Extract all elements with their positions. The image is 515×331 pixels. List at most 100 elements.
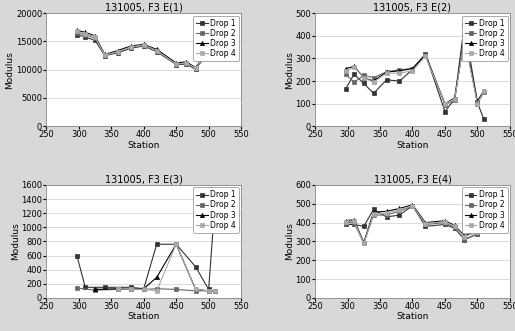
Drop 3 — [205, 47, 212, 51]
Drop 2 — [481, 90, 487, 94]
Legend: Drop 1, Drop 2, Drop 3, Drop 4: Drop 1, Drop 2, Drop 3, Drop 4 — [193, 187, 239, 233]
Drop 2 — [481, 216, 487, 220]
Drop 1 — [183, 62, 189, 66]
Drop 2 — [212, 53, 218, 57]
Drop 1 — [212, 54, 218, 58]
Line: Drop 2: Drop 2 — [344, 34, 486, 107]
Drop 4 — [193, 66, 199, 70]
Drop 4 — [461, 235, 468, 239]
Drop 1 — [370, 208, 376, 212]
Line: Drop 1: Drop 1 — [75, 198, 217, 292]
Drop 4 — [115, 287, 121, 291]
Drop 4 — [360, 241, 367, 245]
Drop 2 — [409, 67, 416, 71]
Drop 1 — [82, 285, 89, 289]
Drop 4 — [360, 76, 367, 80]
Drop 1 — [153, 242, 160, 246]
Drop 2 — [384, 213, 390, 217]
Y-axis label: Modulus: Modulus — [285, 222, 294, 260]
Drop 1 — [422, 52, 428, 56]
Drop 4 — [474, 230, 480, 234]
Drop 1 — [74, 254, 80, 258]
Drop 2 — [442, 220, 448, 224]
Drop 2 — [128, 287, 134, 291]
Drop 4 — [461, 36, 468, 40]
Y-axis label: Modulus: Modulus — [6, 51, 14, 89]
Drop 1 — [384, 78, 390, 82]
Drop 4 — [422, 54, 428, 58]
Drop 3 — [370, 210, 376, 214]
Drop 3 — [474, 99, 480, 103]
Drop 2 — [452, 225, 458, 229]
Drop 3 — [342, 67, 349, 71]
Drop 4 — [409, 69, 416, 73]
Drop 2 — [173, 287, 179, 291]
Drop 3 — [397, 69, 403, 73]
Drop 1 — [481, 118, 487, 121]
Line: Drop 1: Drop 1 — [75, 33, 217, 71]
Drop 1 — [92, 38, 98, 42]
Drop 2 — [205, 49, 212, 53]
Drop 4 — [193, 287, 199, 291]
Drop 2 — [141, 287, 147, 291]
Drop 4 — [92, 35, 98, 39]
Drop 3 — [452, 223, 458, 227]
Drop 4 — [153, 49, 160, 53]
Line: Drop 2: Drop 2 — [75, 31, 217, 71]
Drop 1 — [153, 50, 160, 54]
Drop 2 — [193, 289, 199, 293]
Drop 4 — [205, 48, 212, 52]
Line: Drop 3: Drop 3 — [75, 28, 217, 70]
Drop 2 — [422, 222, 428, 226]
Drop 2 — [461, 34, 468, 38]
Drop 3 — [141, 287, 147, 291]
Drop 2 — [422, 52, 428, 56]
Drop 1 — [205, 50, 212, 54]
Drop 1 — [212, 199, 218, 203]
Drop 4 — [452, 97, 458, 101]
Drop 3 — [360, 76, 367, 80]
X-axis label: Station: Station — [128, 312, 160, 321]
Drop 2 — [92, 288, 98, 292]
Drop 1 — [481, 217, 487, 221]
Legend: Drop 1, Drop 2, Drop 3, Drop 4: Drop 1, Drop 2, Drop 3, Drop 4 — [462, 187, 508, 233]
Drop 3 — [481, 213, 487, 217]
Drop 3 — [115, 49, 121, 53]
Drop 3 — [461, 234, 468, 238]
Line: Drop 3: Drop 3 — [344, 35, 486, 106]
Drop 2 — [82, 33, 89, 37]
Drop 4 — [173, 62, 179, 66]
Drop 3 — [397, 207, 403, 211]
Drop 2 — [205, 289, 212, 293]
Drop 4 — [115, 50, 121, 54]
Drop 3 — [452, 96, 458, 100]
Drop 4 — [212, 53, 218, 57]
Drop 2 — [115, 50, 121, 54]
Drop 4 — [422, 221, 428, 225]
Drop 2 — [193, 67, 199, 71]
Title: 131005, F3 E(4): 131005, F3 E(4) — [373, 174, 452, 184]
Drop 3 — [212, 51, 218, 55]
Drop 4 — [442, 220, 448, 224]
Drop 1 — [360, 224, 367, 228]
Legend: Drop 1, Drop 2, Drop 3, Drop 4: Drop 1, Drop 2, Drop 3, Drop 4 — [462, 16, 508, 61]
Drop 3 — [128, 44, 134, 48]
Title: 131005, F3 E(3): 131005, F3 E(3) — [105, 174, 183, 184]
Drop 2 — [153, 287, 160, 291]
Drop 4 — [74, 29, 80, 33]
Drop 4 — [153, 289, 160, 293]
Line: Drop 1: Drop 1 — [344, 204, 486, 242]
X-axis label: Station: Station — [128, 141, 160, 150]
Line: Drop 4: Drop 4 — [344, 36, 486, 106]
Drop 1 — [115, 51, 121, 55]
Drop 4 — [205, 289, 212, 293]
Drop 4 — [351, 219, 357, 223]
Drop 3 — [205, 289, 212, 293]
Drop 4 — [370, 80, 376, 84]
Drop 1 — [442, 222, 448, 226]
Drop 4 — [474, 102, 480, 106]
Drop 4 — [397, 208, 403, 212]
Drop 2 — [442, 103, 448, 107]
Line: Drop 4: Drop 4 — [344, 204, 486, 245]
Drop 4 — [212, 289, 218, 293]
